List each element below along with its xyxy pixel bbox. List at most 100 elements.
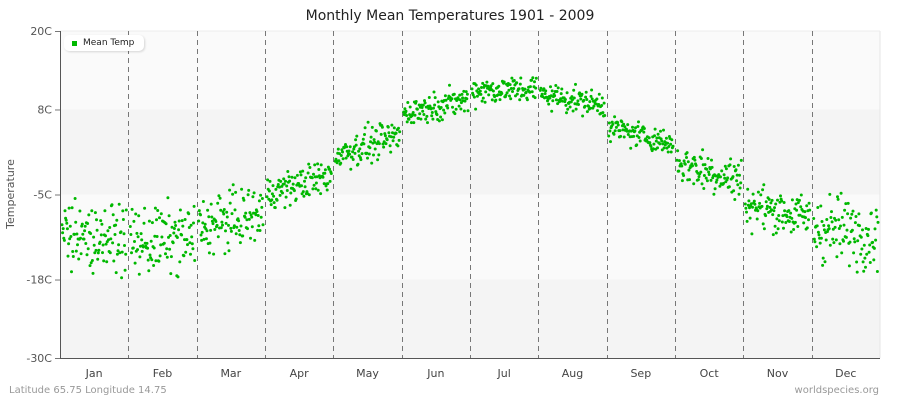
- data-point: [728, 163, 732, 167]
- data-point: [73, 232, 76, 236]
- data-point: [666, 150, 670, 154]
- data-point: [662, 146, 666, 150]
- data-point: [508, 94, 511, 98]
- data-point: [780, 199, 784, 203]
- y-tick-label: 20C: [30, 25, 52, 38]
- data-point: [295, 173, 299, 177]
- data-point: [732, 165, 736, 168]
- data-point: [659, 129, 662, 133]
- data-point: [588, 100, 592, 104]
- data-point: [697, 175, 701, 179]
- data-point: [114, 223, 118, 227]
- data-point: [285, 189, 289, 192]
- data-point: [619, 134, 623, 138]
- data-point: [566, 107, 570, 111]
- data-point: [397, 126, 400, 130]
- data-point: [618, 129, 622, 133]
- data-point: [443, 94, 447, 98]
- data-point: [268, 179, 272, 183]
- data-point: [260, 205, 264, 209]
- data-point: [335, 161, 339, 165]
- data-point: [768, 205, 772, 209]
- data-point: [267, 189, 271, 193]
- data-point: [493, 95, 497, 99]
- data-point: [212, 252, 216, 256]
- data-point: [691, 164, 694, 168]
- data-point: [600, 104, 604, 107]
- data-point: [272, 201, 276, 205]
- data-point: [291, 182, 295, 186]
- data-point: [693, 158, 697, 162]
- data-point: [115, 252, 119, 256]
- data-point: [316, 162, 320, 166]
- data-point: [474, 83, 478, 87]
- data-point: [718, 184, 722, 188]
- data-point: [213, 228, 217, 231]
- data-point: [760, 204, 764, 208]
- data-point: [702, 187, 706, 190]
- data-point: [497, 84, 501, 88]
- data-point: [94, 248, 98, 252]
- data-point: [350, 155, 354, 159]
- data-point: [229, 229, 233, 233]
- data-point: [417, 116, 421, 120]
- data-point: [292, 189, 296, 193]
- data-point: [798, 213, 802, 217]
- data-point: [572, 88, 576, 92]
- data-point: [222, 208, 226, 211]
- data-point: [288, 203, 292, 207]
- data-point: [152, 264, 156, 267]
- axes: [60, 31, 880, 359]
- data-point: [302, 194, 306, 198]
- data-point: [148, 253, 152, 257]
- data-point: [861, 260, 865, 264]
- data-point: [391, 131, 394, 135]
- data-point: [86, 222, 90, 225]
- data-point: [138, 255, 142, 259]
- data-point: [91, 271, 95, 275]
- data-point: [828, 243, 832, 247]
- data-point: [224, 229, 227, 233]
- data-point: [512, 79, 516, 82]
- data-point: [227, 249, 231, 253]
- x-tick-label-apr: Apr: [290, 367, 310, 380]
- data-point: [247, 217, 251, 221]
- data-point: [408, 113, 412, 117]
- data-point: [245, 218, 249, 222]
- data-point: [683, 162, 687, 166]
- data-point: [74, 220, 78, 224]
- data-points: [60, 76, 880, 280]
- data-point: [423, 99, 426, 103]
- data-point: [423, 101, 427, 105]
- data-point: [518, 98, 522, 102]
- data-point: [354, 143, 358, 147]
- data-point: [705, 167, 709, 171]
- data-point: [533, 96, 537, 100]
- data-point: [373, 147, 377, 151]
- data-point: [783, 209, 787, 213]
- data-point: [315, 175, 319, 179]
- data-point: [682, 159, 686, 163]
- data-point: [336, 147, 340, 151]
- data-point: [381, 142, 385, 146]
- data-point: [288, 179, 292, 183]
- data-point: [230, 212, 234, 216]
- x-tick-label-jan: Jan: [85, 367, 103, 380]
- data-point: [287, 175, 291, 179]
- data-point: [666, 141, 670, 145]
- data-point: [143, 206, 147, 210]
- data-point: [658, 142, 662, 146]
- data-point: [249, 236, 252, 240]
- data-point: [574, 82, 577, 86]
- data-point: [228, 188, 232, 192]
- data-point: [746, 203, 750, 207]
- data-point: [662, 128, 665, 132]
- data-point: [254, 213, 258, 217]
- data-point: [339, 161, 343, 165]
- data-point: [452, 92, 456, 96]
- data-point: [868, 243, 872, 247]
- data-point: [118, 251, 122, 255]
- data-point: [830, 220, 834, 224]
- data-point: [134, 212, 138, 216]
- data-point: [838, 242, 842, 246]
